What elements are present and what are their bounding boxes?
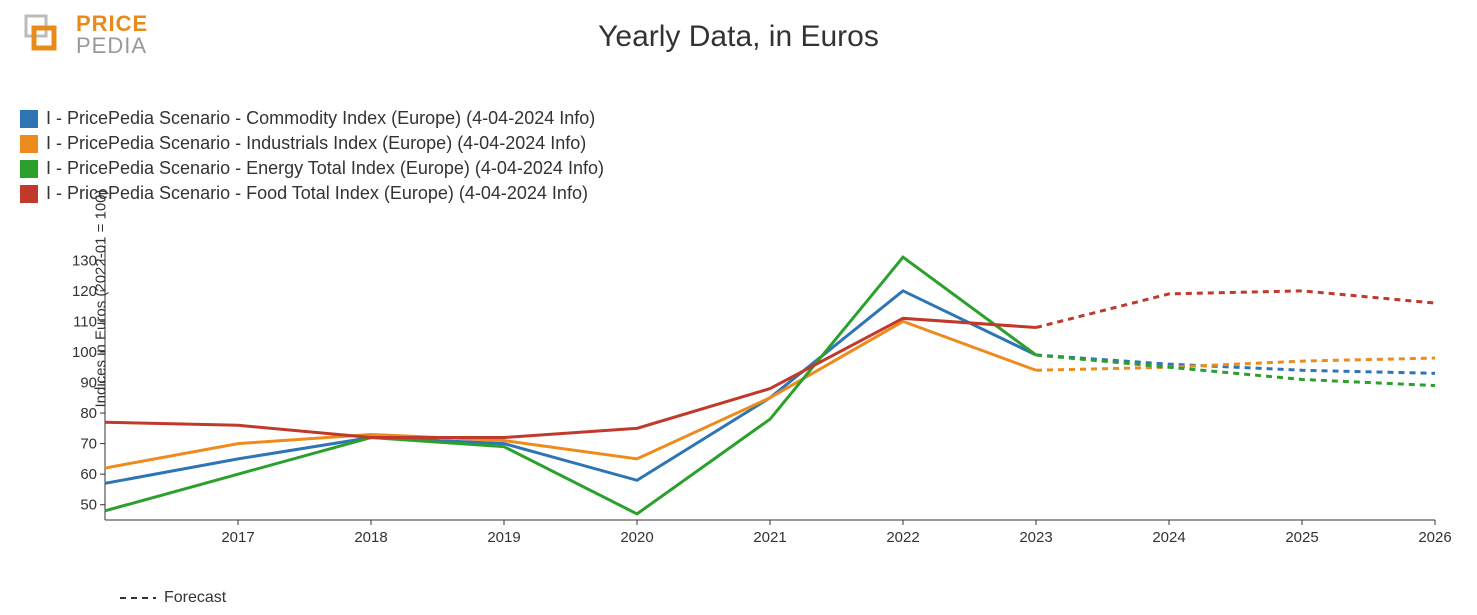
svg-text:2021: 2021	[753, 529, 786, 546]
legend-swatch	[20, 110, 38, 128]
svg-text:2022: 2022	[886, 529, 919, 546]
svg-text:130: 130	[72, 252, 97, 269]
svg-text:70: 70	[80, 436, 97, 453]
svg-text:100: 100	[72, 344, 97, 361]
chart-title: Yearly Data, in Euros	[0, 20, 1477, 54]
svg-text:2020: 2020	[620, 529, 653, 546]
svg-text:80: 80	[80, 405, 97, 422]
svg-text:110: 110	[73, 313, 97, 330]
legend-label: I - PricePedia Scenario - Energy Total I…	[46, 158, 604, 179]
legend-item: I - PricePedia Scenario - Energy Total I…	[20, 158, 604, 179]
forecast-label: Forecast	[164, 589, 226, 607]
forecast-legend: Forecast	[120, 589, 226, 607]
svg-text:120: 120	[72, 283, 97, 300]
legend-swatch	[20, 160, 38, 178]
svg-text:90: 90	[80, 375, 97, 392]
legend-swatch	[20, 135, 38, 153]
svg-text:2019: 2019	[487, 529, 520, 546]
line-chart: 50 60 70 80 90 100 110 120 130 2017 2018 2019 2020 20…	[60, 240, 1440, 550]
svg-text:2026: 2026	[1418, 529, 1451, 546]
legend-swatch	[20, 185, 38, 203]
svg-text:2023: 2023	[1019, 529, 1052, 546]
svg-text:2025: 2025	[1285, 529, 1318, 546]
svg-text:2018: 2018	[354, 529, 387, 546]
legend-label: I - PricePedia Scenario - Commodity Inde…	[46, 108, 595, 129]
legend-label: I - PricePedia Scenario - Food Total Ind…	[46, 183, 588, 204]
svg-text:60: 60	[80, 466, 97, 483]
svg-text:2017: 2017	[221, 529, 254, 546]
legend-label: I - PricePedia Scenario - Industrials In…	[46, 133, 586, 154]
legend-item: I - PricePedia Scenario - Commodity Inde…	[20, 108, 604, 129]
legend-item: I - PricePedia Scenario - Industrials In…	[20, 133, 604, 154]
svg-text:2024: 2024	[1152, 529, 1185, 546]
svg-text:50: 50	[80, 497, 97, 514]
